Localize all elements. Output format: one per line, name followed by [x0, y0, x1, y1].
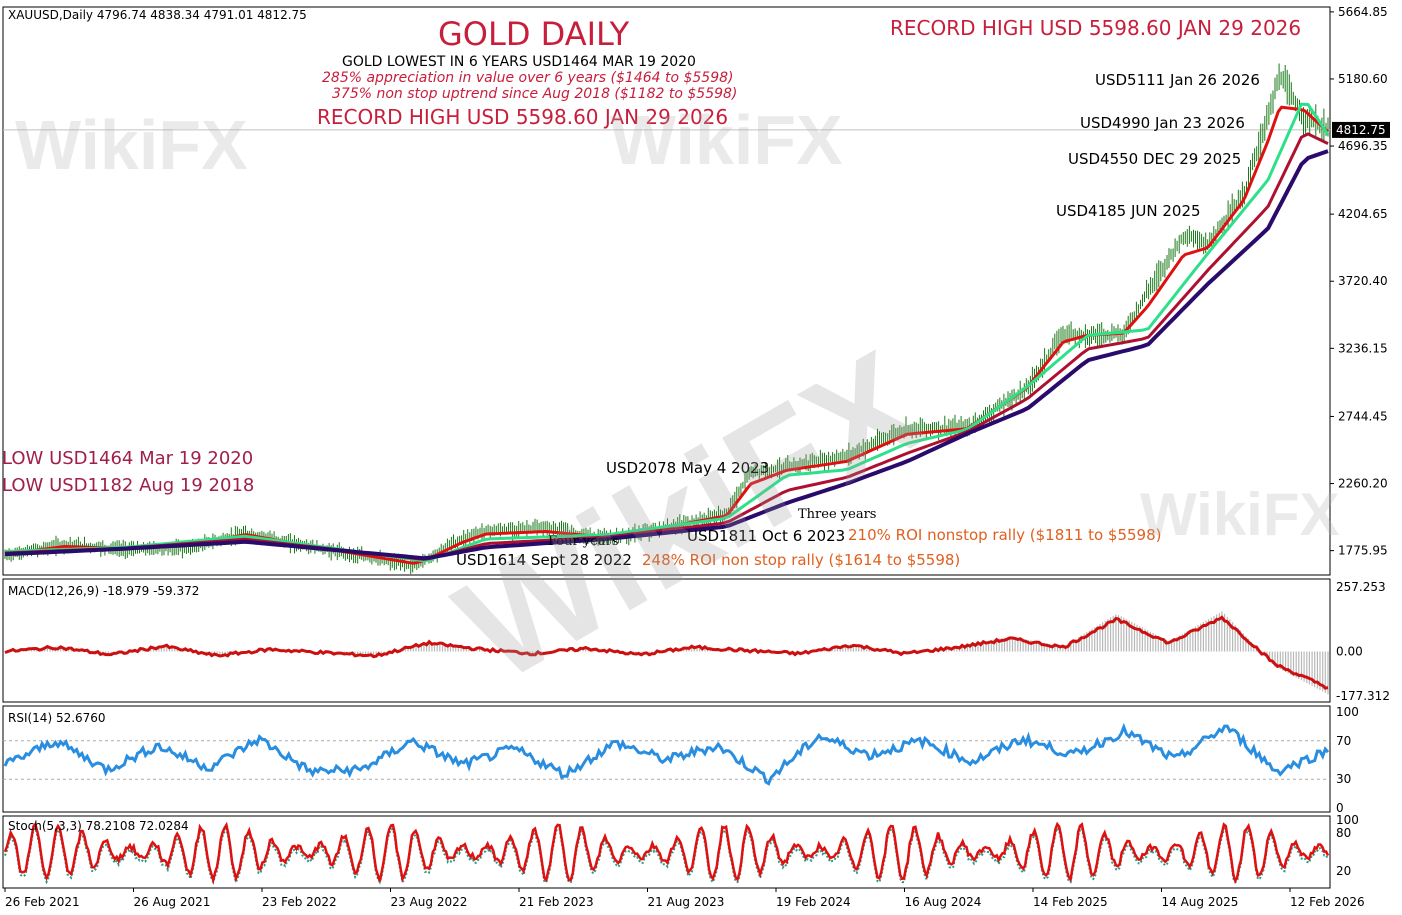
ma-slow-line: [4, 132, 1329, 561]
usd4990-label: USD4990 Jan 23 2026: [1080, 114, 1245, 132]
rsi-axis-label: 100: [1336, 705, 1359, 719]
price-bars: [4, 63, 1329, 574]
stoch-axis-label: 100: [1336, 813, 1359, 827]
price-axis-label: 4696.35: [1338, 139, 1388, 153]
x-axis-label: 21 Aug 2023: [648, 895, 725, 909]
price-axis-label: 3720.40: [1338, 274, 1388, 288]
x-axis-label: 19 Feb 2024: [776, 895, 851, 909]
macd-axis-label: 0.00: [1336, 645, 1363, 659]
rsi-pane-frame: [2, 705, 1331, 813]
rsi-axis-label: 0: [1336, 801, 1344, 815]
low-1182-label: LOW USD1182 Aug 19 2018: [2, 475, 254, 496]
x-axis-label: 16 Aug 2024: [905, 895, 982, 909]
price-axis-label: 5664.85: [1338, 5, 1388, 19]
note-line4: RECORD HIGH USD 5598.60 JAN 29 2026: [317, 105, 728, 129]
usd1614-label: USD1614 Sept 28 2022: [456, 551, 632, 569]
note-line1: GOLD LOWEST IN 6 YEARS USD1464 MAR 19 20…: [342, 54, 696, 70]
x-axis-label: 14 Aug 2025: [1162, 895, 1239, 909]
x-axis-label: 21 Feb 2023: [519, 895, 594, 909]
x-axis-label: 26 Feb 2021: [5, 895, 80, 909]
current-price-label: 4812.75: [1336, 123, 1386, 137]
usd4185-label: USD4185 JUN 2025: [1056, 202, 1201, 220]
record-high-label: RECORD HIGH USD 5598.60 JAN 29 2026: [890, 16, 1301, 40]
chart-title: GOLD DAILY: [438, 15, 630, 53]
macd-signal-line: [4, 615, 1329, 690]
four-years-label: Four years: [548, 534, 619, 549]
stoch-main-line: [3, 821, 1330, 885]
usd1811-label: USD1811 Oct 6 2023: [687, 527, 845, 545]
low-1464-label: LOW USD1464 Mar 19 2020: [2, 448, 253, 469]
chart-frames: [2, 6, 1334, 892]
usd4550-label: USD4550 DEC 29 2025: [1068, 150, 1241, 168]
price-axis-label: 1775.95: [1338, 544, 1388, 558]
chart-labels: 5664.85 5180.60 4696.35 4204.65 3720.40 3236.…: [2, 5, 1390, 909]
x-axis-label: 23 Feb 2022: [262, 895, 337, 909]
stoch-pane-frame: [2, 815, 1331, 889]
note-line3: 375% non stop uptrend since Aug 2018 ($1…: [332, 86, 737, 102]
stoch-signal-line: [4, 825, 1329, 886]
price-axis-label: 2260.20: [1338, 477, 1388, 491]
price-axis-label: 2744.45: [1338, 409, 1388, 423]
x-axis-label: 12 Feb 2026: [1290, 895, 1365, 909]
price-axis-label: 5180.60: [1338, 72, 1388, 86]
current-price-box: [1332, 121, 1390, 138]
roi-210-label: 210% ROI nonstop rally ($1811 to $5598): [848, 526, 1162, 544]
main-pane-frame: [2, 6, 1331, 576]
stoch-label: Stoch(5,3,3) 78.2108 72.0284: [8, 819, 189, 833]
macd-pane-frame: [2, 578, 1331, 703]
ma-mid-line: [4, 102, 1330, 563]
three-years-label: Three years: [798, 507, 876, 522]
macd-axis-label: 257.253: [1336, 580, 1386, 594]
macd-label: MACD(12,26,9) -18.979 -59.372: [8, 584, 199, 598]
x-axis-label: 23 Aug 2022: [391, 895, 468, 909]
x-axis-label: 14 Feb 2025: [1033, 895, 1108, 909]
roi-248-label: 248% ROI non stop rally ($1614 to $5598): [642, 551, 960, 569]
rsi-axis-label: 30: [1336, 772, 1351, 786]
x-axis-label: 26 Aug 2021: [134, 895, 211, 909]
rsi-line: [3, 722, 1330, 786]
ma-long-line: [4, 149, 1329, 561]
symbol-header: XAUUSD,Daily 4796.74 4838.34 4791.01 481…: [8, 8, 307, 22]
rsi-label: RSI(14) 52.6760: [8, 711, 106, 725]
usd2078-label: USD2078 May 4 2023: [606, 459, 769, 477]
note-line2: 285% appreciation in value over 6 years …: [322, 70, 734, 86]
stoch-axis-label: 80: [1336, 826, 1351, 840]
macd-axis-label: -177.312: [1336, 689, 1390, 703]
rsi-axis-label: 70: [1336, 734, 1351, 748]
price-axis-label: 3236.15: [1338, 341, 1388, 355]
price-axis-label: 4204.65: [1338, 207, 1388, 221]
chart-marks: [3, 63, 1330, 886]
stoch-axis-label: 20: [1336, 864, 1351, 878]
usd5111-label: USD5111 Jan 26 2026: [1095, 71, 1260, 89]
